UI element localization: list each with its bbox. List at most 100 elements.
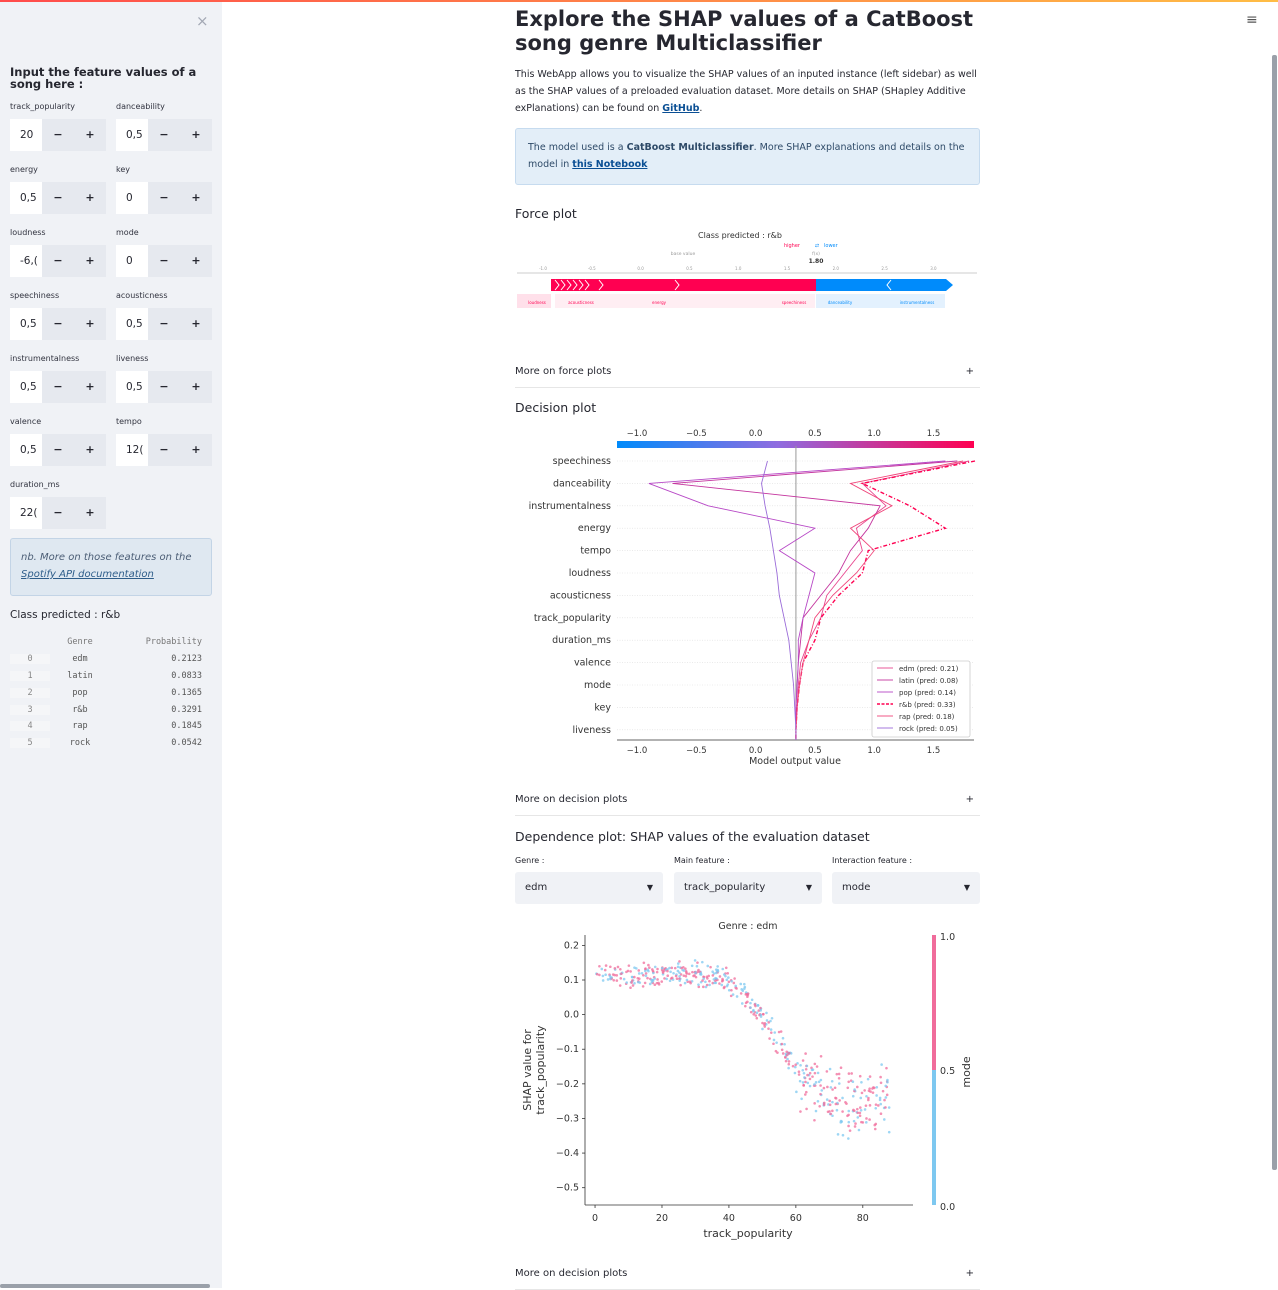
increment-button[interactable]: +	[180, 245, 212, 277]
decrement-button[interactable]: −	[42, 434, 74, 466]
input-label-danceability: danceability	[116, 102, 165, 111]
force-tick-label: 0.0	[637, 266, 644, 271]
scatter-point	[644, 967, 647, 970]
scatter-point	[814, 1109, 818, 1113]
increment-button[interactable]: +	[180, 434, 212, 466]
scatter-point	[763, 1021, 767, 1025]
input-value[interactable]: 22(	[10, 497, 42, 529]
scatter-point	[619, 967, 622, 971]
scatter-point	[878, 1096, 882, 1100]
github-link[interactable]: GitHub	[662, 103, 700, 114]
input-value[interactable]: 0,5	[10, 182, 42, 214]
expander-force-plots[interactable]: More on force plots +	[515, 366, 980, 388]
main-scrollbar[interactable]	[1272, 55, 1277, 1170]
increment-button[interactable]: +	[180, 119, 212, 151]
decision-line-5	[761, 460, 797, 740]
force-positive-bar	[551, 279, 816, 291]
input-value[interactable]: 0,5	[10, 308, 42, 340]
decrement-button[interactable]: −	[148, 308, 180, 340]
decrement-button[interactable]: −	[148, 119, 180, 151]
decrement-button[interactable]: −	[42, 119, 74, 151]
decision-line-2	[648, 460, 946, 740]
decrement-button[interactable]: −	[148, 245, 180, 277]
scatter-point	[735, 987, 738, 990]
expander-decision-plots[interactable]: More on decision plots +	[515, 794, 980, 816]
decrement-button[interactable]: −	[42, 497, 74, 529]
input-value[interactable]: 0	[116, 245, 148, 277]
expander-decision-plots-bottom[interactable]: More on decision plots +	[515, 1268, 980, 1290]
scatter-point	[647, 963, 650, 967]
scatter-point	[800, 1097, 803, 1101]
scatter-point	[819, 1078, 823, 1082]
increment-button[interactable]: +	[74, 119, 106, 151]
menu-icon[interactable]: ≡	[1246, 12, 1258, 28]
close-icon[interactable]: ×	[196, 12, 209, 30]
scatter-point	[864, 1104, 868, 1107]
legend-label: rock (pred: 0.05)	[899, 725, 958, 733]
scatter-x-tick-label: 80	[857, 1213, 869, 1224]
plus-icon: +	[965, 794, 974, 805]
scatter-point	[612, 978, 616, 982]
table-cell-genre: pop	[72, 687, 88, 698]
genre-select[interactable]: edm ▼	[515, 872, 663, 904]
input-value[interactable]: 0,5	[10, 371, 42, 403]
table-cell-genre: rock	[69, 738, 91, 749]
table-row: 4 rap 0.1845	[10, 718, 212, 735]
scatter-point	[847, 1072, 851, 1075]
scatter-point	[713, 981, 716, 985]
scatter-point	[806, 1073, 809, 1077]
scatter-point	[669, 970, 672, 974]
input-value[interactable]: 0,5	[116, 119, 148, 151]
scatter-point	[684, 974, 688, 978]
table-cell-index: 4	[10, 721, 50, 732]
scatter-point	[797, 1070, 801, 1073]
scatter-point	[675, 977, 679, 980]
scatter-point	[813, 1102, 816, 1105]
decrement-button[interactable]: −	[148, 182, 180, 214]
notebook-link[interactable]: this Notebook	[572, 159, 648, 170]
increment-button[interactable]: +	[74, 497, 106, 529]
input-value[interactable]: 12(	[116, 434, 148, 466]
expander-label: More on decision plots	[515, 794, 628, 805]
main-feature-select[interactable]: track_popularity ▼	[674, 872, 822, 904]
sidebar-scrollbar[interactable]	[0, 1284, 210, 1288]
input-label-speechiness: speechiness	[10, 291, 60, 300]
scatter-point	[613, 967, 617, 970]
interaction-feature-select[interactable]: mode ▼	[832, 872, 980, 904]
increment-button[interactable]: +	[74, 245, 106, 277]
input-value[interactable]: 0	[116, 182, 148, 214]
input-value[interactable]: -6,(	[10, 245, 42, 277]
scatter-point	[604, 973, 607, 977]
scatter-point	[668, 979, 672, 983]
scatter-point	[724, 966, 728, 970]
sidebar: × Input the feature values of a song her…	[0, 2, 222, 1288]
increment-button[interactable]: +	[74, 182, 106, 214]
decrement-button[interactable]: −	[42, 182, 74, 214]
increment-button[interactable]: +	[180, 308, 212, 340]
scatter-point	[868, 1118, 871, 1121]
spotify-api-link[interactable]: Spotify API documentation	[21, 569, 154, 580]
decision-feature-tempo: tempo	[580, 546, 611, 557]
scatter-point	[714, 976, 717, 980]
increment-button[interactable]: +	[74, 434, 106, 466]
input-value[interactable]: 20	[10, 119, 42, 151]
scatter-point	[616, 965, 620, 969]
decrement-button[interactable]: −	[42, 371, 74, 403]
chevron-down-icon: ▼	[646, 883, 653, 892]
decrement-button[interactable]: −	[42, 308, 74, 340]
increment-button[interactable]: +	[74, 371, 106, 403]
increment-button[interactable]: +	[180, 371, 212, 403]
scatter-point	[836, 1133, 840, 1136]
decrement-button[interactable]: −	[148, 434, 180, 466]
increment-button[interactable]: +	[180, 182, 212, 214]
decrement-button[interactable]: −	[42, 245, 74, 277]
increment-button[interactable]: +	[74, 308, 106, 340]
decrement-button[interactable]: −	[148, 371, 180, 403]
table-cell-probability: 0.2123	[171, 654, 202, 665]
input-value[interactable]: 0,5	[10, 434, 42, 466]
input-value[interactable]: 0,5	[116, 308, 148, 340]
scatter-point	[600, 967, 604, 971]
input-value[interactable]: 0,5	[116, 371, 148, 403]
scatter-point	[682, 969, 686, 972]
scatter-point	[865, 1094, 868, 1098]
